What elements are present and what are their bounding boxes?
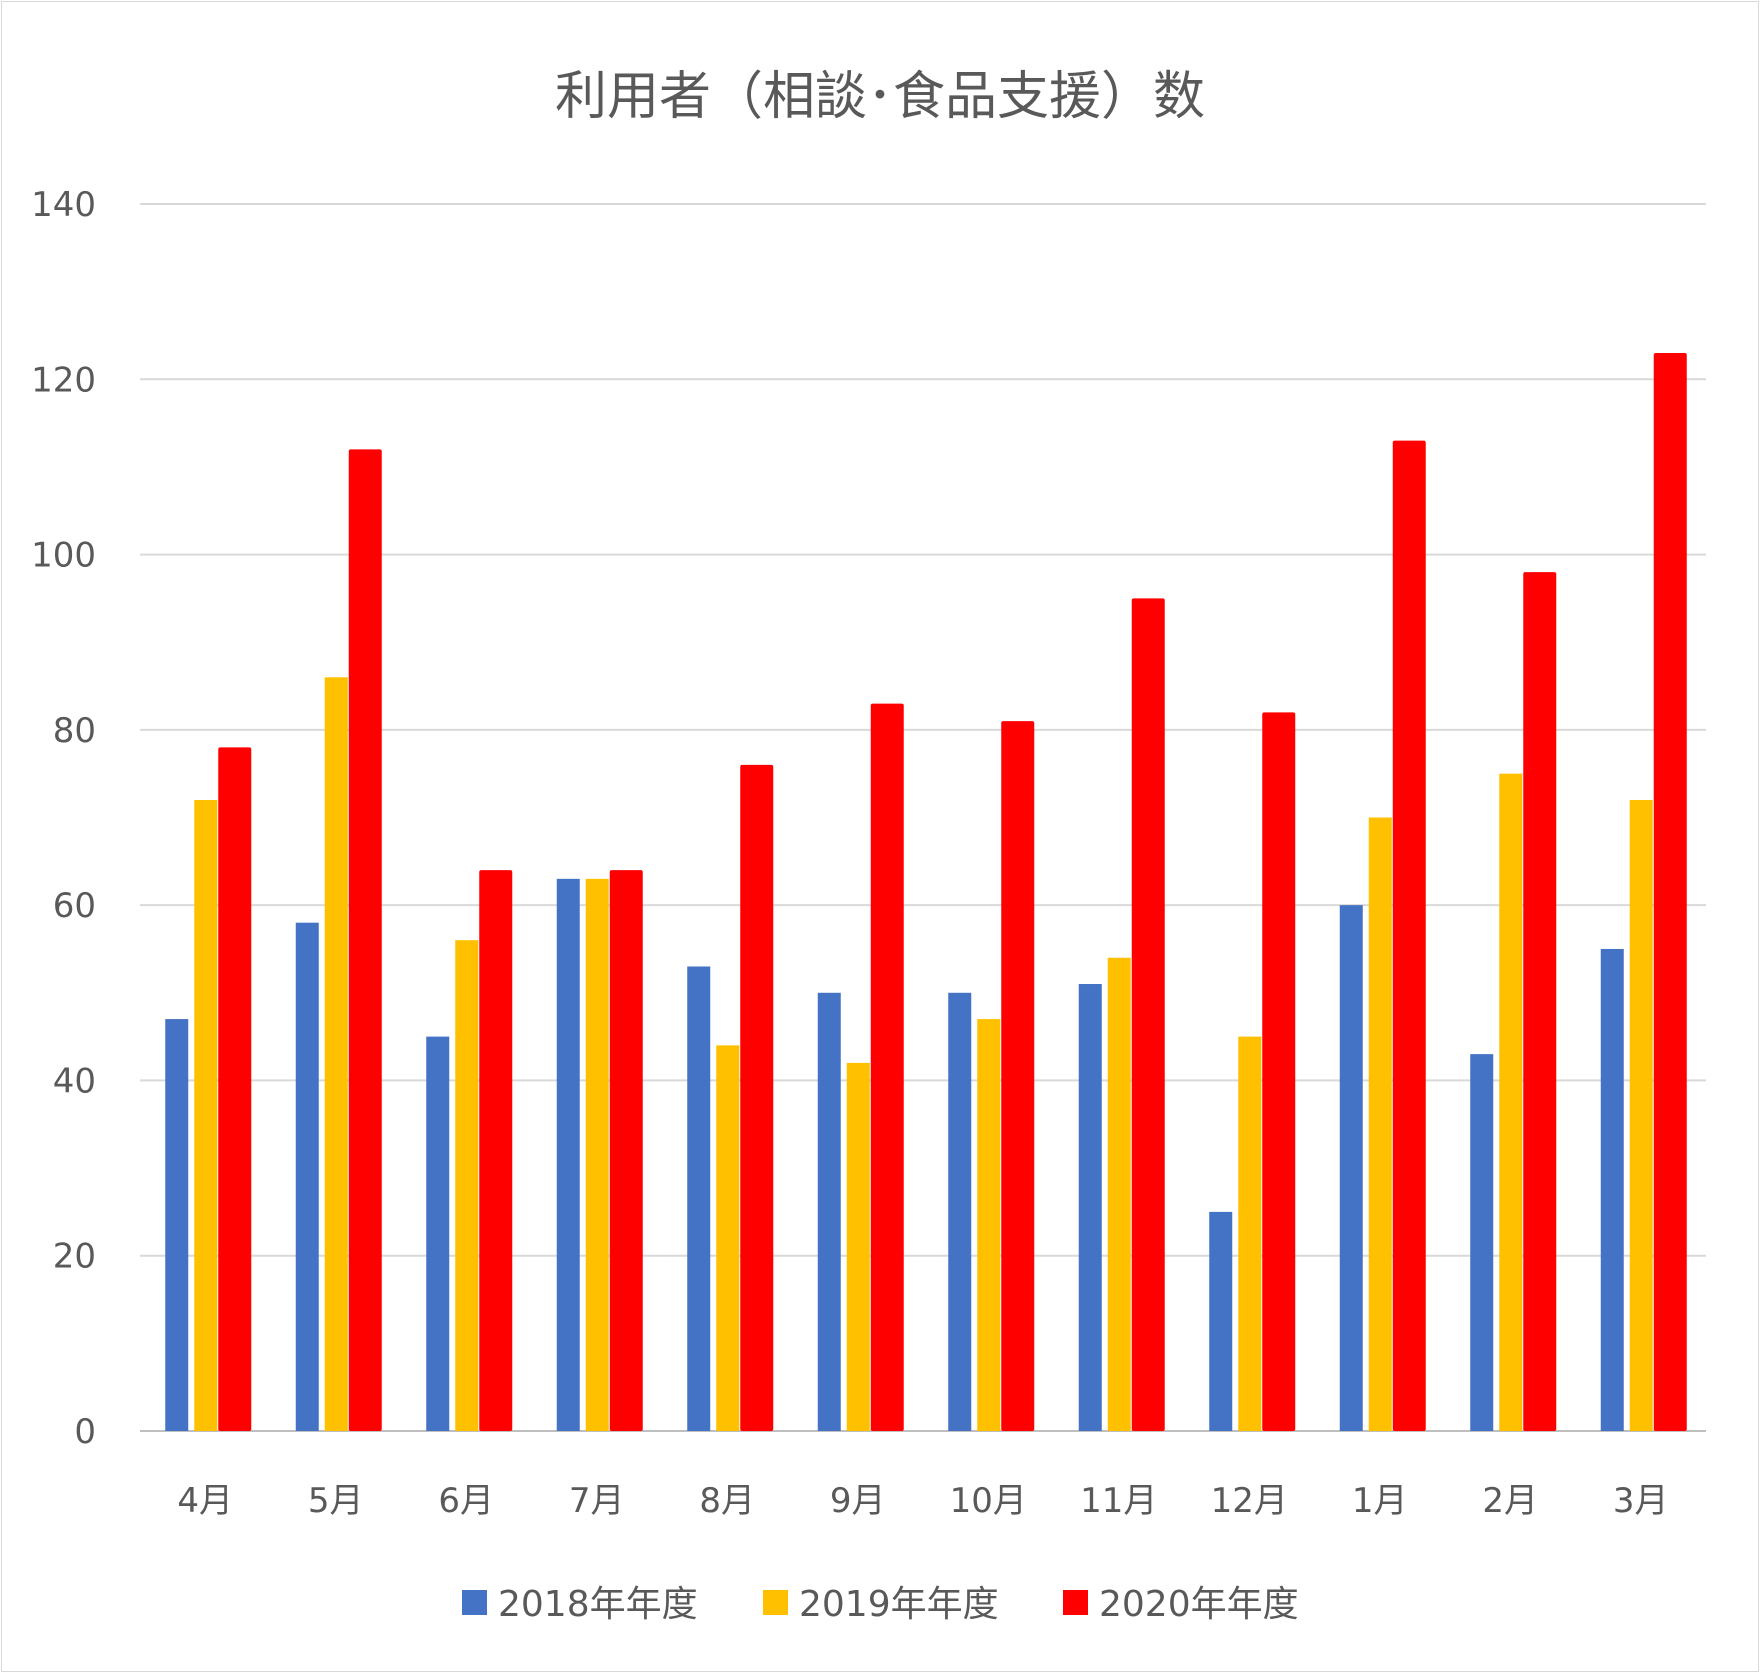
legend-label: 2020年年度: [1099, 1584, 1299, 1625]
legend-label: 2018年年度: [498, 1584, 698, 1625]
x-tick-label: 10月: [950, 1481, 1027, 1521]
x-tick-label: 7月: [569, 1481, 625, 1521]
x-tick-label: 12月: [1211, 1481, 1288, 1521]
bar-2019年年度-6月: [455, 940, 479, 1431]
bar-2018年年度-10月: [948, 992, 972, 1431]
y-tick-label: 100: [31, 536, 96, 576]
bar-2019年年度-10月: [977, 1019, 1001, 1431]
bar-2019年年度-3月: [1629, 799, 1653, 1431]
x-axis-ticks: 4月 5月 6月 7月 8月 9月 10月 11月 12月 1月 2月 3月: [177, 1481, 1668, 1521]
bar-2018年年度-11月: [1078, 984, 1102, 1431]
bar-2020年年度-7月: [609, 870, 643, 1431]
bar-2019年年度-1月: [1368, 817, 1392, 1431]
bar-2020年年度-1月: [1392, 440, 1426, 1431]
y-axis-ticks: 0 20 40 60 80 100 120 140: [31, 185, 96, 1452]
bar-2018年年度-3月: [1600, 948, 1624, 1431]
bar-2019年年度-12月: [1238, 1036, 1262, 1431]
gridlines: [140, 203, 1706, 1432]
bar-2018年年度-2月: [1470, 1054, 1494, 1431]
x-tick-label: 11月: [1080, 1481, 1157, 1521]
bar-2018年年度-7月: [556, 878, 580, 1431]
bars: [165, 352, 1687, 1431]
bar-2019年年度-9月: [846, 1062, 870, 1431]
bar-2019年年度-8月: [716, 1045, 740, 1431]
bar-2018年年度-1月: [1339, 905, 1363, 1431]
y-tick-label: 0: [74, 1412, 96, 1452]
x-tick-label: 9月: [830, 1481, 886, 1521]
bar-2019年年度-2月: [1499, 773, 1523, 1431]
y-tick-label: 120: [31, 360, 96, 400]
bar-2018年年度-12月: [1209, 1211, 1233, 1431]
chart-title: 利用者（相談･食品支援）数: [555, 67, 1205, 127]
legend-swatch: [763, 1590, 788, 1615]
legend-swatch: [1063, 1590, 1088, 1615]
bar-2019年年度-4月: [194, 799, 218, 1431]
legend-label: 2019年年度: [799, 1584, 999, 1625]
bar-2020年年度-2月: [1523, 572, 1557, 1431]
bar-2018年年度-4月: [165, 1019, 189, 1431]
x-tick-label: 2月: [1482, 1481, 1538, 1521]
bar-2020年年度-6月: [479, 870, 513, 1431]
x-tick-label: 5月: [308, 1481, 364, 1521]
bar-2020年年度-3月: [1653, 352, 1687, 1431]
bar-2020年年度-9月: [870, 703, 904, 1431]
bar-2018年年度-8月: [687, 966, 711, 1431]
y-tick-label: 60: [53, 886, 96, 926]
x-tick-label: 4月: [177, 1481, 233, 1521]
y-tick-label: 140: [31, 185, 96, 225]
x-tick-label: 8月: [699, 1481, 755, 1521]
bar-2020年年度-12月: [1262, 712, 1296, 1431]
y-tick-label: 40: [53, 1061, 96, 1101]
bar-2019年年度-5月: [324, 677, 348, 1431]
bar-2020年年度-4月: [218, 747, 252, 1431]
legend: 2018年年度 2019年年度 2020年年度: [462, 1584, 1299, 1625]
bar-2018年年度-9月: [817, 992, 841, 1431]
bar-2020年年度-11月: [1131, 598, 1165, 1431]
y-tick-label: 80: [53, 711, 96, 751]
bar-2020年年度-8月: [740, 764, 774, 1431]
bar-2018年年度-6月: [426, 1036, 450, 1431]
x-tick-label: 6月: [438, 1481, 494, 1521]
bar-2020年年度-10月: [1001, 721, 1035, 1431]
bar-2018年年度-5月: [295, 922, 319, 1431]
x-tick-label: 3月: [1613, 1481, 1669, 1521]
bar-2019年年度-11月: [1107, 957, 1131, 1431]
legend-swatch: [462, 1590, 487, 1615]
x-tick-label: 1月: [1352, 1481, 1408, 1521]
y-tick-label: 20: [53, 1237, 96, 1277]
bar-2019年年度-7月: [585, 878, 609, 1431]
bar-2020年年度-5月: [348, 449, 382, 1431]
